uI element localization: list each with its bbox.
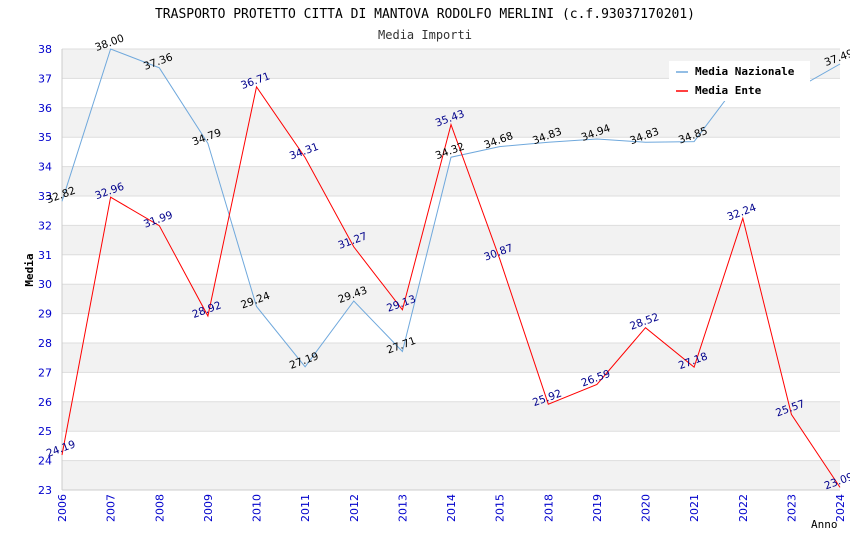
- legend: Media Nazionale Media Ente: [669, 61, 810, 101]
- x-tick-label: 2014: [445, 494, 458, 522]
- x-tick-label: 2006: [56, 494, 69, 522]
- series-lines: [61, 48, 841, 488]
- x-tick-label: 2011: [299, 494, 312, 522]
- grid-band: [62, 343, 840, 373]
- x-tick-label: 2008: [153, 494, 166, 522]
- x-tick-label: 2018: [542, 494, 555, 522]
- legend-label-media-ente: Media Ente: [695, 84, 762, 97]
- grid-band: [62, 254, 840, 285]
- grid-band: [62, 225, 840, 255]
- chart-subtitle: Media Importi: [378, 28, 472, 42]
- grid-band: [62, 196, 840, 226]
- x-tick-label: 2021: [688, 494, 701, 522]
- x-tick-label: 2009: [202, 494, 215, 522]
- y-tick-label: 32: [38, 219, 52, 232]
- grid-band: [62, 107, 840, 138]
- y-tick-label: 29: [38, 308, 52, 321]
- chart-title: TRASPORTO PROTETTO CITTA DI MANTOVA RODO…: [155, 7, 695, 22]
- y-tick-label: 28: [38, 337, 52, 350]
- y-tick-label: 23: [38, 484, 52, 497]
- x-tick-label: 2010: [251, 494, 264, 522]
- y-tick-label: 38: [38, 43, 52, 56]
- grid-band: [62, 372, 840, 402]
- grid-band: [62, 460, 840, 490]
- y-tick-labels: 23 24 25 26 27 28 29 30 31 32 33 34 35 36 37 38: [38, 43, 52, 497]
- y-tick-label: 26: [38, 396, 52, 409]
- legend-box: [669, 61, 810, 101]
- x-tick-label: 2023: [785, 494, 798, 522]
- x-tick-label: 2020: [640, 494, 653, 522]
- y-tick-label: 27: [38, 366, 52, 379]
- grid-band: [62, 401, 840, 432]
- x-tick-label: 2013: [396, 494, 409, 522]
- y-tick-label: 25: [38, 425, 52, 438]
- y-tick-label: 31: [38, 249, 52, 262]
- x-tick-label: 2015: [494, 494, 507, 522]
- grid-band: [62, 284, 840, 314]
- y-tick-label: 37: [38, 72, 52, 85]
- y-tick-label: 24: [38, 455, 52, 468]
- series-line-media-ente: [61, 85, 841, 488]
- y-tick-label: 34: [38, 161, 52, 174]
- grid-band: [62, 137, 840, 167]
- y-tick-label: 35: [38, 131, 52, 144]
- x-tick-label: 2012: [348, 494, 361, 522]
- x-tick-label: 2024: [834, 494, 847, 522]
- grid-band: [62, 313, 840, 343]
- y-tick-label: 30: [38, 278, 52, 291]
- x-tick-label: 2019: [591, 494, 604, 522]
- grid-bands: [62, 49, 840, 490]
- series-line-media-nazionale: [61, 48, 841, 368]
- y-axis-label: Media: [23, 253, 36, 286]
- legend-label-media-nazionale: Media Nazionale: [695, 65, 795, 78]
- x-axis-label: Anno: [811, 518, 838, 531]
- y-tick-label: 33: [38, 190, 52, 203]
- x-tick-labels: 2006 2007 2008 2009 2010 2011 2012 2013 2014 2015…: [56, 494, 847, 522]
- x-tick-label: 2007: [105, 494, 118, 522]
- y-tick-label: 36: [38, 102, 52, 115]
- grid-band: [62, 431, 840, 461]
- grid-band: [62, 166, 840, 196]
- x-tick-label: 2022: [737, 494, 750, 522]
